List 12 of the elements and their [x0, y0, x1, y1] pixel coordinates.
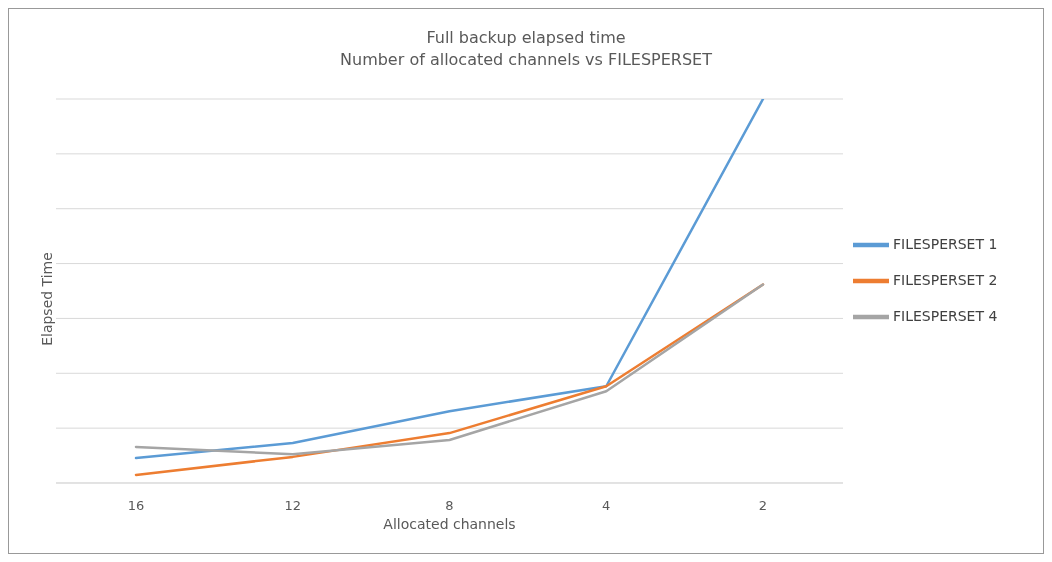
- legend-label: FILESPERSET 1: [893, 236, 998, 252]
- chart-title: Full backup elapsed time: [425, 27, 627, 49]
- x-tick-label: 2: [758, 498, 768, 514]
- legend-label: FILESPERSET 2: [893, 272, 998, 288]
- chart-subtitle: Number of allocated channels vs FILESPERSET: [339, 49, 713, 71]
- x-tick-label: 12: [284, 498, 302, 514]
- x-tick-label: 8: [445, 498, 454, 514]
- x-axis-title: Allocated channels: [383, 516, 516, 532]
- x-tick-label: 16: [127, 498, 145, 514]
- y-axis-title: Elapsed Time: [39, 252, 55, 346]
- legend-label: FILESPERSET 4: [893, 308, 998, 324]
- x-tick-label: 4: [602, 498, 611, 514]
